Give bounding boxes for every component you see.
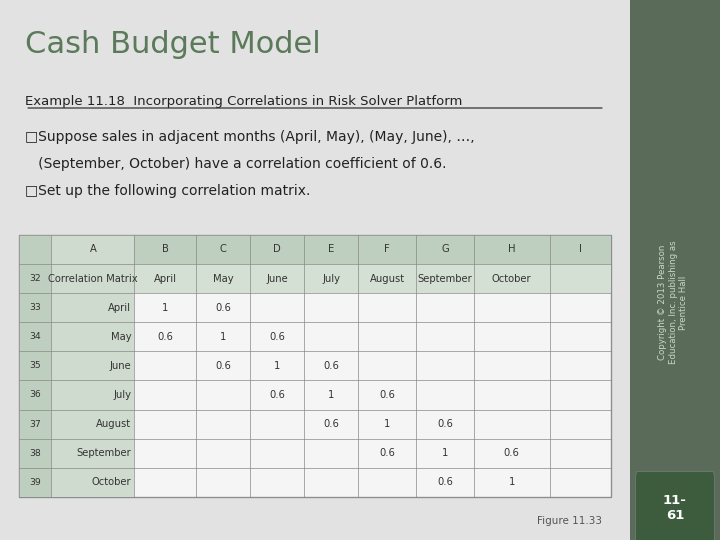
Text: Correlation Matrix: Correlation Matrix [48,274,138,284]
FancyBboxPatch shape [19,235,611,497]
Text: 0.6: 0.6 [323,361,339,371]
Text: E: E [328,245,334,254]
Text: April: April [108,302,131,313]
Text: 1: 1 [328,390,334,400]
Text: Copyright © 2013 Pearson
Education, Inc. publishing as
Prentice Hall: Copyright © 2013 Pearson Education, Inc.… [658,241,688,364]
Text: A: A [89,245,96,254]
Text: 0.6: 0.6 [157,332,173,342]
Text: 11-
61: 11- 61 [663,494,687,522]
Text: 1: 1 [274,361,280,371]
Text: 37: 37 [30,420,41,429]
FancyBboxPatch shape [0,0,630,540]
Text: 0.6: 0.6 [215,302,231,313]
Text: 0.6: 0.6 [269,332,285,342]
Text: 36: 36 [30,390,41,400]
Text: □Suppose sales in adjacent months (April, May), (May, June), …,: □Suppose sales in adjacent months (April… [25,130,474,144]
Text: October: October [91,477,131,487]
Text: (September, October) have a correlation coefficient of 0.6.: (September, October) have a correlation … [25,157,446,171]
Text: June: June [109,361,131,371]
Text: 0.6: 0.6 [379,390,395,400]
Text: 33: 33 [30,303,41,312]
Text: August: August [369,274,405,284]
Text: 0.6: 0.6 [323,419,339,429]
Text: September: September [418,274,472,284]
FancyBboxPatch shape [630,0,720,540]
Text: 0.6: 0.6 [379,448,395,458]
Text: 0.6: 0.6 [215,361,231,371]
Text: May: May [212,274,233,284]
Text: 32: 32 [30,274,41,283]
Text: August: August [96,419,131,429]
FancyBboxPatch shape [19,235,611,264]
Text: 0.6: 0.6 [269,390,285,400]
Text: I: I [579,245,582,254]
Text: Example 11.18  Incorporating Correlations in Risk Solver Platform: Example 11.18 Incorporating Correlations… [25,94,462,107]
Text: 0.6: 0.6 [437,477,453,487]
Text: 34: 34 [30,332,41,341]
Text: 39: 39 [30,478,41,487]
Text: July: July [323,274,341,284]
Text: D: D [273,245,281,254]
Text: H: H [508,245,516,254]
Text: 1: 1 [220,332,226,342]
FancyBboxPatch shape [19,235,51,497]
Text: 1: 1 [442,448,448,458]
Text: September: September [76,448,131,458]
FancyBboxPatch shape [19,264,611,293]
Text: F: F [384,245,390,254]
Text: Figure 11.33: Figure 11.33 [536,516,602,526]
Text: June: June [266,274,288,284]
Text: Cash Budget Model: Cash Budget Model [25,30,321,59]
Text: 1: 1 [162,302,168,313]
Text: 0.6: 0.6 [504,448,520,458]
Text: May: May [111,332,131,342]
Text: B: B [162,245,168,254]
Text: □Set up the following correlation matrix.: □Set up the following correlation matrix… [25,184,310,198]
Text: 38: 38 [30,449,41,458]
FancyBboxPatch shape [635,471,714,540]
Text: 1: 1 [508,477,515,487]
Text: C: C [220,245,226,254]
Text: 35: 35 [30,361,41,370]
FancyBboxPatch shape [51,235,135,497]
Text: July: July [113,390,131,400]
Text: 0.6: 0.6 [437,419,453,429]
Text: G: G [441,245,449,254]
Text: 1: 1 [384,419,390,429]
Text: April: April [153,274,176,284]
Text: October: October [492,274,531,284]
